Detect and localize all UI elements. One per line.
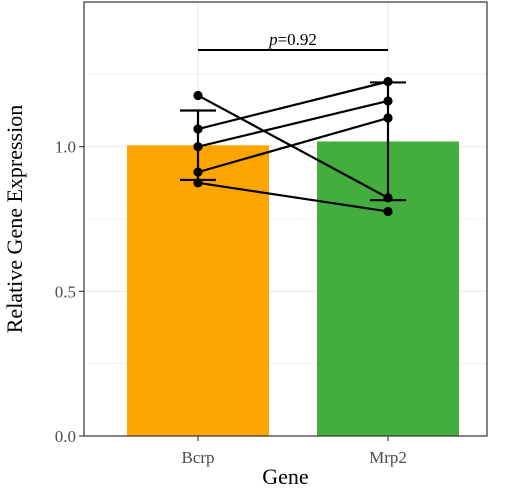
y-axis-ticks: 0.0 0.5 1.0	[55, 138, 84, 446]
data-point	[383, 76, 393, 87]
plot-panel-border	[83, 1, 488, 437]
data-point	[193, 90, 203, 101]
p-value-label: p=0.92	[268, 30, 317, 49]
x-tick-label: Mrp2	[369, 448, 407, 467]
paired-line	[197, 94, 389, 199]
paired-line	[197, 99, 389, 148]
x-axis-ticks: Bcrp Mrp2	[181, 436, 407, 467]
data-point	[193, 167, 203, 177]
bars	[127, 141, 459, 436]
y-tick-label: 1.0	[55, 138, 76, 157]
paired-line	[197, 80, 389, 131]
x-axis-title: Gene	[262, 464, 308, 489]
paired-lines	[197, 80, 389, 213]
data-point	[383, 206, 393, 217]
p-value-symbol: p	[268, 30, 278, 49]
data-point	[193, 178, 203, 188]
data-point	[193, 142, 203, 152]
bar-bcrp	[127, 145, 269, 436]
p-value-number: =0.92	[278, 30, 317, 49]
data-points	[193, 76, 393, 217]
paired-line	[197, 116, 389, 174]
y-tick-label: 0.0	[55, 427, 76, 446]
data-point	[383, 193, 393, 203]
data-point	[383, 96, 393, 106]
y-tick-label: 0.5	[55, 282, 76, 301]
significance-annotation: p=0.92	[198, 30, 388, 51]
paired-line	[197, 181, 389, 213]
y-axis-title: Relative Gene Expression	[2, 105, 27, 334]
data-point	[383, 113, 393, 123]
x-tick-label: Bcrp	[181, 448, 214, 467]
data-point	[193, 124, 203, 134]
